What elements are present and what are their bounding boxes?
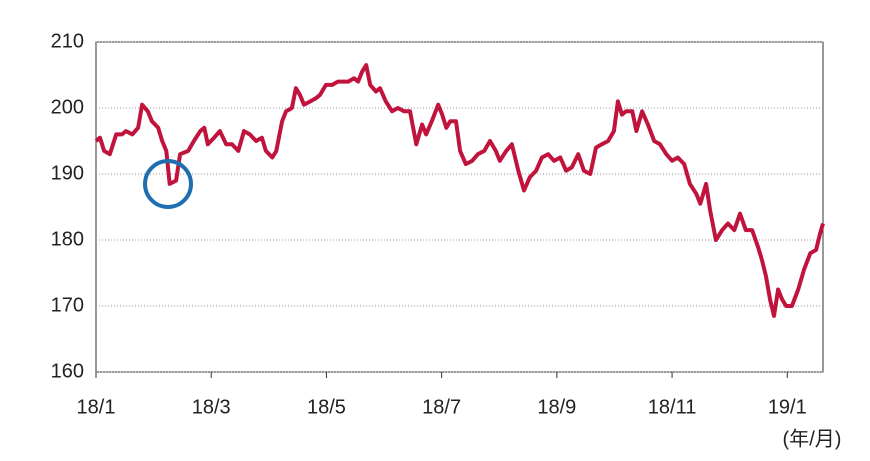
y-tick-label: 160 [51,360,84,382]
x-tick-label: 18/1 [77,396,116,418]
x-tick-label: 18/9 [537,396,576,418]
y-tick-label: 180 [51,228,84,250]
y-tick-label: 200 [51,96,84,118]
y-tick-label: 210 [51,30,84,52]
price-line [94,63,825,318]
x-tick-label: 18/5 [307,396,346,418]
y-tick-label: 190 [51,162,84,184]
x-tick-label: 18/3 [192,396,231,418]
plot-frame [95,41,824,373]
y-tick-label: 170 [51,294,84,316]
x-tick-label: 19/1 [768,396,807,418]
x-axis-label: (年/月) [783,427,842,450]
x-tick-label: 18/7 [422,396,461,418]
highlight-circle [143,159,193,209]
x-tick-label: 18/11 [648,396,697,418]
